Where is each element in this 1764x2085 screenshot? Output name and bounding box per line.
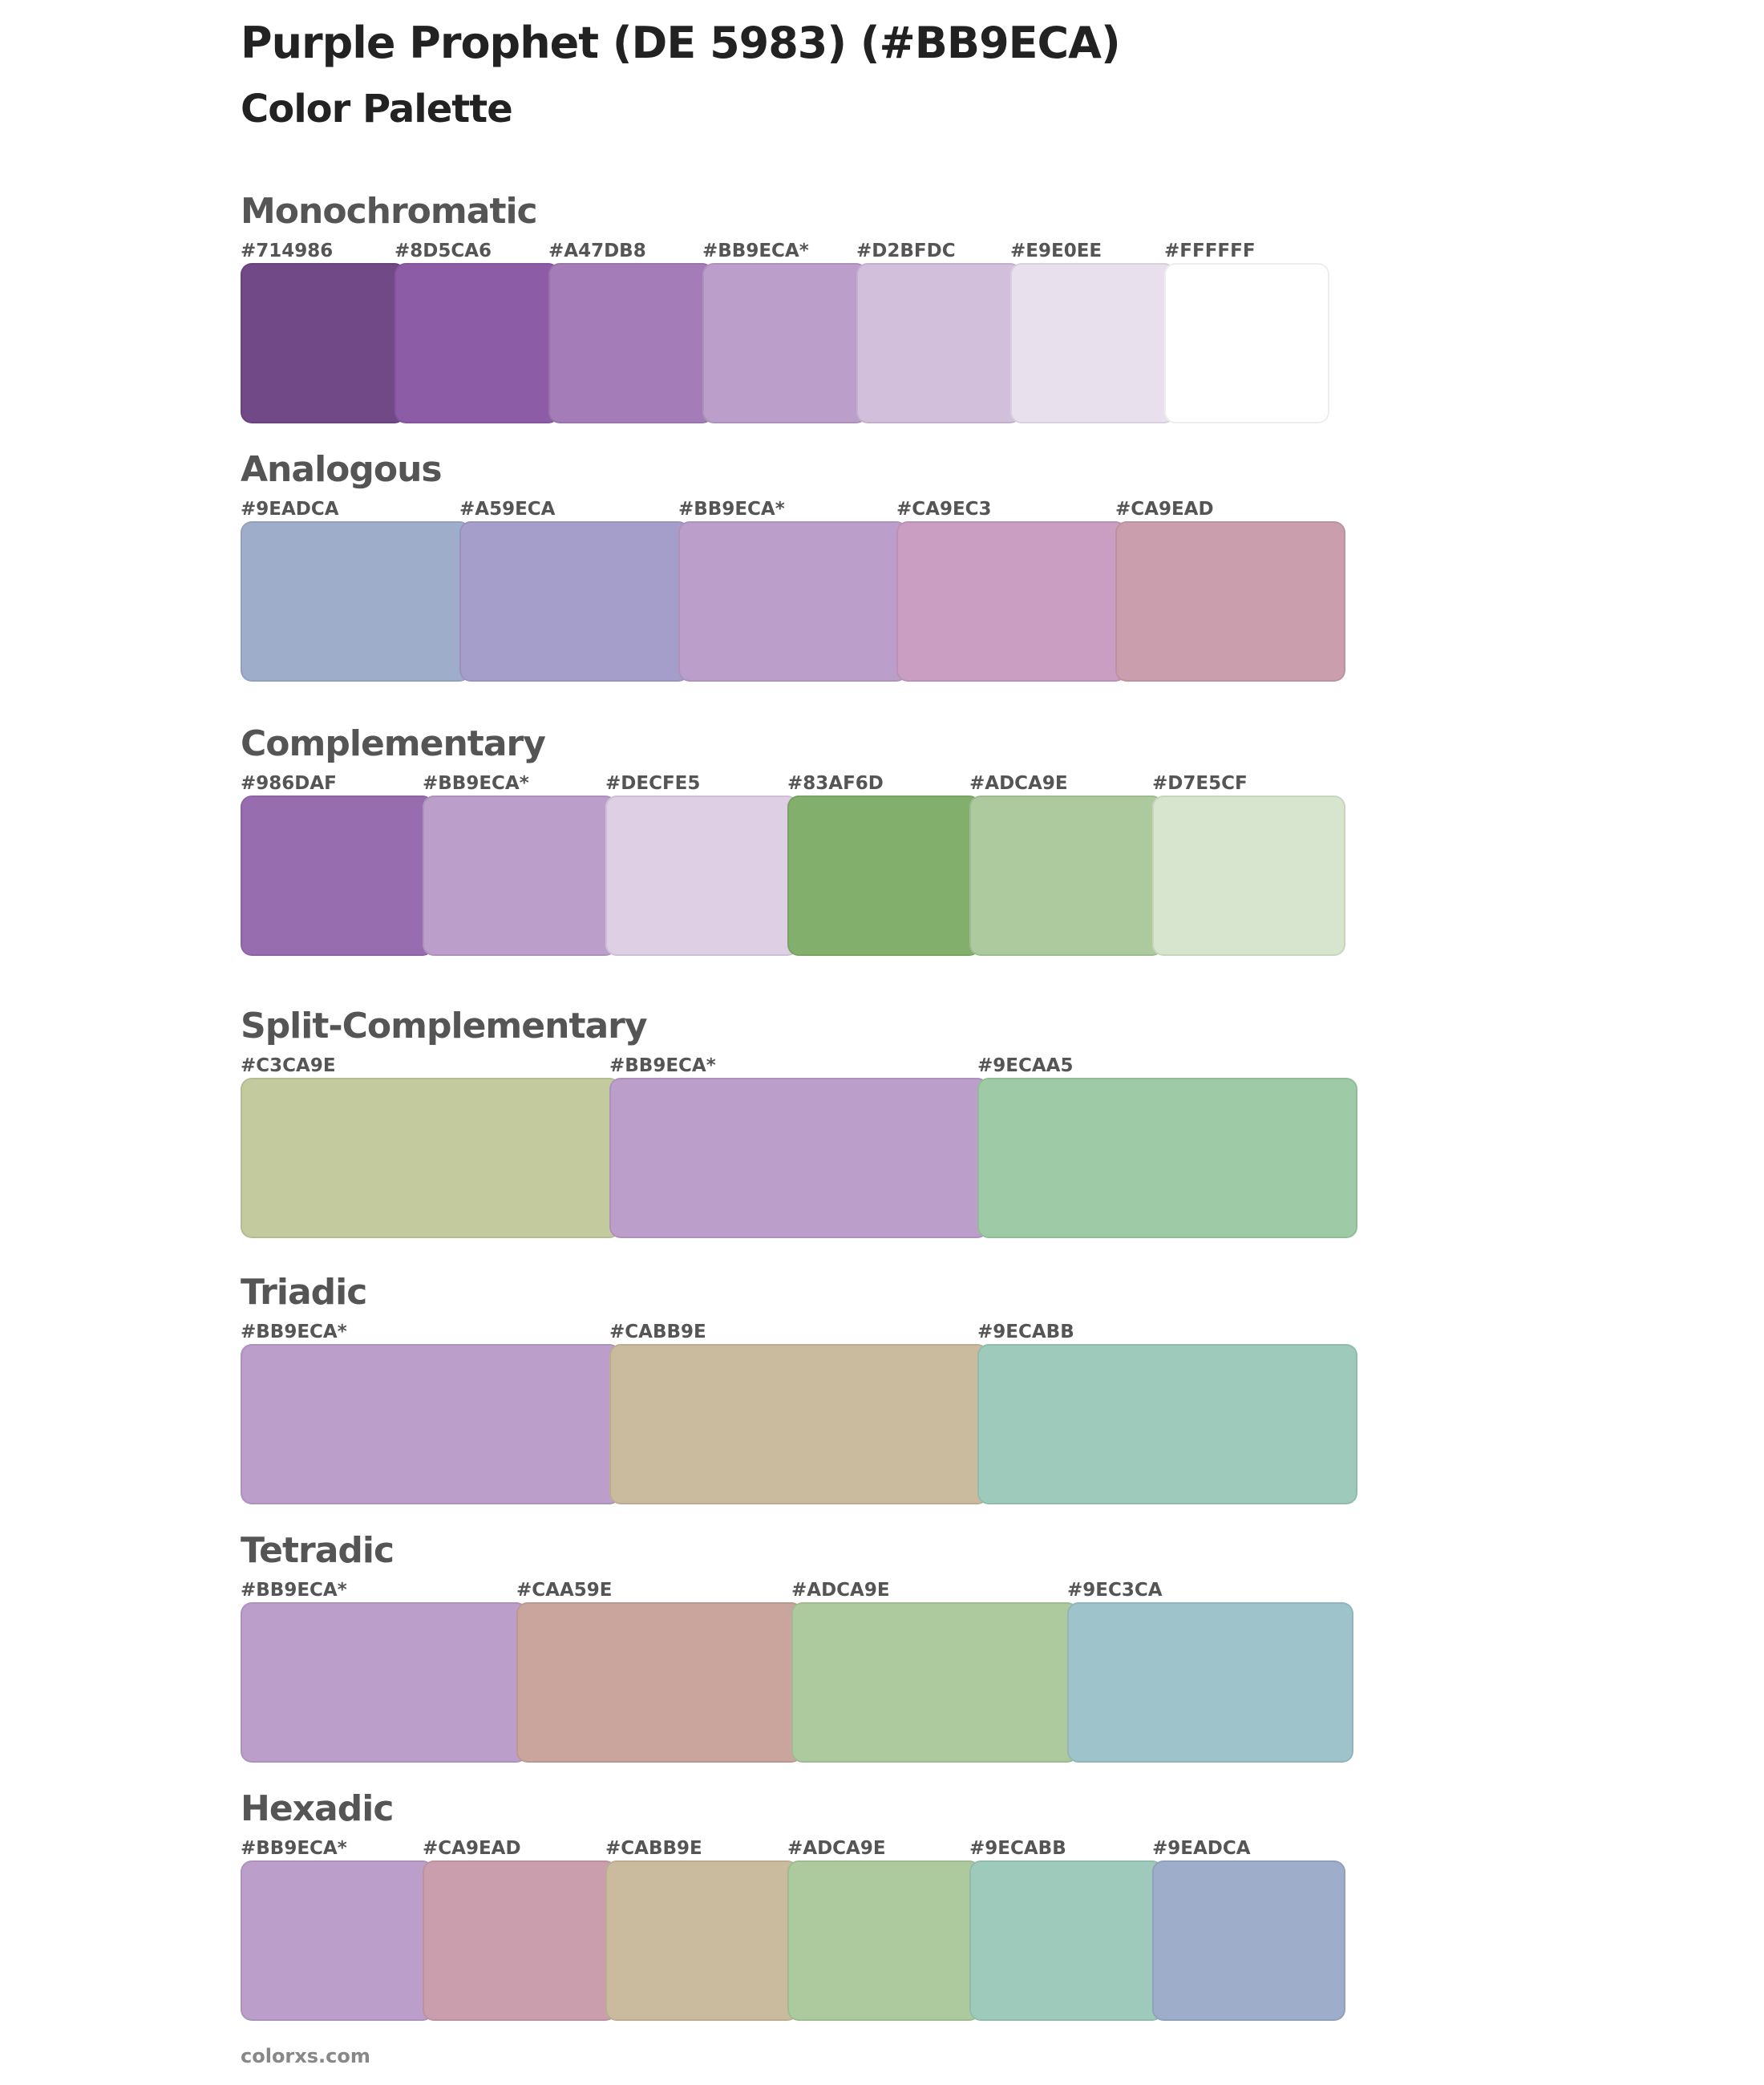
color-swatch[interactable]	[1010, 263, 1175, 423]
color-swatch[interactable]	[969, 796, 1163, 956]
section-tetradic: Tetradic #BB9ECA* #CAA59E #ADCA9E #9EC3CA	[241, 1530, 1353, 1763]
color-swatch[interactable]	[423, 1860, 617, 2021]
color-swatch[interactable]	[394, 263, 560, 423]
color-strip	[241, 1602, 1353, 1763]
color-code-label: #CAA59E	[516, 1580, 613, 1601]
section-split-complementary: Split-Complementary #C3CA9E #BB9ECA* #9ECAA…	[241, 1006, 1357, 1238]
section-heading: Hexadic	[241, 1788, 394, 1829]
color-code-row: #C3CA9E #BB9ECA* #9ECAA5	[241, 1055, 1357, 1078]
color-code-label: #ADCA9E	[787, 1838, 886, 1859]
color-strip	[241, 796, 1345, 956]
section-heading: Analogous	[241, 449, 443, 490]
color-strip	[241, 263, 1329, 423]
color-code-label: #BB9ECA*	[241, 1580, 347, 1601]
color-code-label: #ADCA9E	[791, 1580, 890, 1601]
color-code-label: #BB9ECA*	[702, 241, 809, 261]
color-swatch[interactable]	[241, 1344, 621, 1504]
color-code-label: #9EADCA	[1152, 1838, 1251, 1859]
color-strip	[241, 521, 1345, 682]
color-code-label: #CA9EC3	[896, 499, 992, 520]
color-swatch[interactable]	[241, 521, 471, 682]
section-monochromatic: Monochromatic #714986 #8D5CA6 #A47DB8 #BB9EC…	[241, 191, 1329, 423]
color-code-label: #CA9EAD	[423, 1838, 521, 1859]
color-swatch[interactable]	[787, 1860, 981, 2021]
section-heading: Monochromatic	[241, 191, 538, 232]
color-swatch[interactable]	[241, 263, 406, 423]
color-swatch[interactable]	[977, 1344, 1357, 1504]
color-swatch[interactable]	[548, 263, 714, 423]
page-title: Purple Prophet (DE 5983) (#BB9ECA)	[241, 18, 1121, 68]
color-swatch[interactable]	[1164, 263, 1329, 423]
color-swatch[interactable]	[678, 521, 908, 682]
color-swatch[interactable]	[969, 1860, 1163, 2021]
color-strip	[241, 1860, 1345, 2021]
color-code-row: #BB9ECA* #CABB9E #9ECABB	[241, 1322, 1357, 1344]
color-code-label: #BB9ECA*	[241, 1838, 347, 1859]
color-code-label: #CA9EAD	[1115, 499, 1214, 520]
color-swatch[interactable]	[459, 521, 690, 682]
color-code-label: #9EADCA	[241, 499, 339, 520]
section-triadic: Triadic #BB9ECA* #CABB9E #9ECABB	[241, 1272, 1357, 1504]
color-code-label: #BB9ECA*	[241, 1322, 347, 1342]
color-swatch[interactable]	[609, 1344, 989, 1504]
color-code-label: #9ECABB	[977, 1322, 1074, 1342]
color-code-label: #BB9ECA*	[609, 1055, 716, 1076]
color-code-label: #9ECAA5	[977, 1055, 1074, 1076]
color-code-row: #BB9ECA* #CA9EAD #CABB9E #ADCA9E #9ECABB #9EA…	[241, 1838, 1345, 1860]
color-code-label: #CABB9E	[609, 1322, 706, 1342]
color-code-label: #ADCA9E	[969, 773, 1068, 794]
color-swatch[interactable]	[241, 1860, 435, 2021]
color-code-label: #8D5CA6	[394, 241, 492, 261]
footer-site-name: colorxs.com	[241, 2045, 370, 2067]
section-heading: Tetradic	[241, 1530, 394, 1571]
color-swatch[interactable]	[605, 796, 799, 956]
color-strip	[241, 1078, 1357, 1238]
color-swatch[interactable]	[241, 1602, 528, 1763]
color-swatch[interactable]	[516, 1602, 803, 1763]
color-code-row: #BB9ECA* #CAA59E #ADCA9E #9EC3CA	[241, 1580, 1353, 1602]
color-code-label: #D7E5CF	[1152, 773, 1248, 794]
color-swatch[interactable]	[896, 521, 1127, 682]
color-swatch[interactable]	[609, 1078, 989, 1238]
color-code-row: #9EADCA #A59ECA #BB9ECA* #CA9EC3 #CA9EAD	[241, 499, 1345, 521]
color-swatch[interactable]	[1151, 796, 1345, 956]
section-analogous: Analogous #9EADCA #A59ECA #BB9ECA* #CA9EC3 #C…	[241, 449, 1345, 682]
color-swatch[interactable]	[791, 1602, 1078, 1763]
color-swatch[interactable]	[787, 796, 981, 956]
section-heading: Complementary	[241, 723, 546, 764]
color-code-label: #9EC3CA	[1067, 1580, 1163, 1601]
color-swatch[interactable]	[1115, 521, 1345, 682]
color-swatch[interactable]	[423, 796, 617, 956]
color-code-label: #E9E0EE	[1010, 241, 1102, 261]
page-subtitle: Color Palette	[241, 87, 513, 132]
color-code-label: #A59ECA	[459, 499, 556, 520]
color-code-label: #C3CA9E	[241, 1055, 336, 1076]
color-swatch[interactable]	[1066, 1602, 1353, 1763]
color-code-label: #DECFE5	[605, 773, 701, 794]
color-code-row: #714986 #8D5CA6 #A47DB8 #BB9ECA* #D2BFDC #E9E…	[241, 241, 1329, 263]
section-hexadic: Hexadic #BB9ECA* #CA9EAD #CABB9E #ADCA9E #9EC…	[241, 1788, 1345, 2021]
color-code-row: #986DAF #BB9ECA* #DECFE5 #83AF6D #ADCA9E #D7E…	[241, 773, 1345, 796]
color-swatch[interactable]	[605, 1860, 799, 2021]
color-code-label: #BB9ECA*	[423, 773, 529, 794]
color-code-label: #9ECABB	[969, 1838, 1066, 1859]
color-swatch[interactable]	[856, 263, 1022, 423]
section-heading: Triadic	[241, 1272, 367, 1313]
color-code-label: #FFFFFF	[1164, 241, 1256, 261]
color-code-label: #714986	[241, 241, 334, 261]
color-code-label: #A47DB8	[548, 241, 646, 261]
section-heading: Split-Complementary	[241, 1006, 648, 1047]
color-swatch[interactable]	[1151, 1860, 1345, 2021]
section-complementary: Complementary #986DAF #BB9ECA* #DECFE5 #83AF…	[241, 723, 1345, 956]
color-strip	[241, 1344, 1357, 1504]
color-code-label: #CABB9E	[605, 1838, 702, 1859]
color-swatch[interactable]	[977, 1078, 1357, 1238]
color-swatch[interactable]	[702, 263, 868, 423]
color-swatch[interactable]	[241, 796, 435, 956]
color-code-label: #986DAF	[241, 773, 337, 794]
color-code-label: #83AF6D	[787, 773, 884, 794]
color-code-label: #D2BFDC	[856, 241, 956, 261]
color-code-label: #BB9ECA*	[678, 499, 785, 520]
color-swatch[interactable]	[241, 1078, 621, 1238]
